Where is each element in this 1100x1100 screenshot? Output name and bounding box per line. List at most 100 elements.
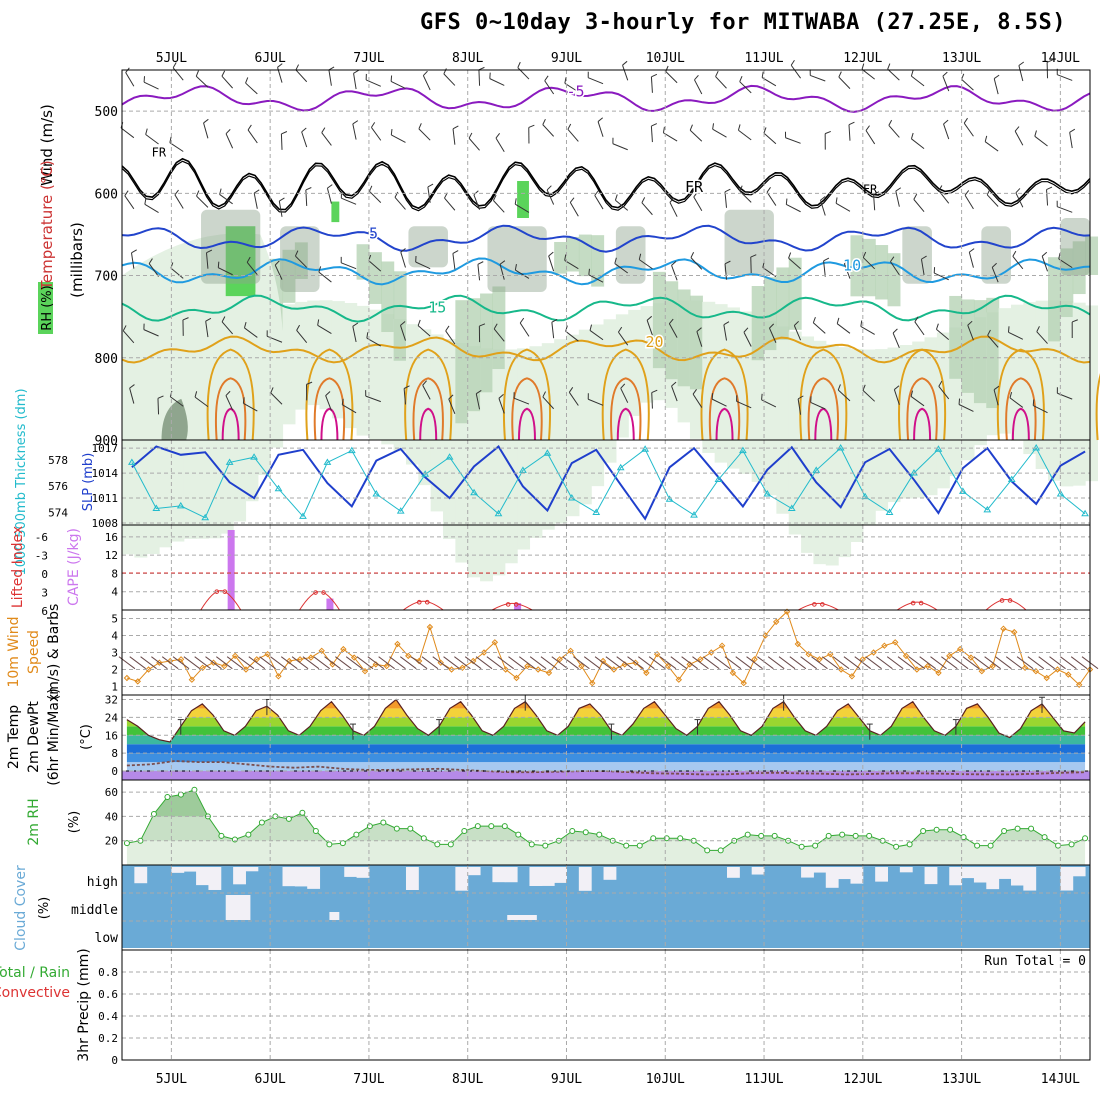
thickness-point (739, 446, 747, 454)
wind-barb (812, 316, 816, 323)
wind-barb (295, 255, 308, 268)
thickness-point (861, 492, 869, 500)
wind-barb (174, 189, 179, 196)
temp-band (126, 744, 1086, 754)
wind-barb (968, 252, 974, 268)
wind-barb (800, 656, 817, 670)
wind-barb (662, 126, 665, 133)
wind-barb (432, 656, 450, 670)
wind-barb (914, 316, 919, 323)
wind-barb (279, 197, 285, 202)
y-tick-label: 578 (48, 454, 68, 467)
temp-contour-loop (610, 377, 642, 441)
wind-barb (394, 197, 406, 210)
wind-barb (843, 656, 861, 670)
wind-barb (551, 319, 558, 323)
rh-band (838, 347, 852, 558)
wind-barb (529, 656, 547, 670)
wind-barb (565, 325, 568, 332)
thickness-point (396, 507, 405, 514)
wind-barb (243, 402, 258, 412)
wind-barb (245, 77, 249, 84)
temperature-axis-label: Temperature (°C) (38, 160, 56, 290)
cloud-level-label: middle (71, 903, 118, 918)
wind-barb (836, 317, 840, 324)
wind-barb (797, 395, 804, 400)
rh-point (515, 831, 522, 838)
wind-barb (1009, 397, 1024, 408)
rh-band (591, 324, 605, 487)
cloud-gap (949, 867, 963, 886)
wind-barb (544, 80, 555, 95)
wind-barb (1032, 399, 1035, 406)
wind-barb (448, 398, 456, 414)
wind-barb (528, 124, 535, 128)
rh-point (501, 823, 508, 830)
y-tick-label: 32 (105, 693, 118, 706)
wind-barb (294, 250, 299, 257)
wind-barb (973, 656, 991, 670)
wind-barb (427, 186, 431, 203)
wind-barb (225, 129, 231, 135)
cloud-gap (183, 867, 197, 872)
wind-speed-point (1075, 681, 1083, 689)
wind-barb (810, 401, 826, 410)
wind-barb (143, 329, 159, 337)
wind-barb (148, 263, 159, 277)
wind-barb (622, 65, 629, 81)
wind-barb (895, 187, 902, 192)
temp-contour-loop (700, 348, 749, 441)
wind-barb (766, 191, 777, 206)
lifted-index-point (424, 599, 430, 605)
cloud-gap (850, 867, 864, 884)
cloud-gap (875, 867, 889, 882)
contour-label: -5 (566, 83, 584, 101)
thickness-point (934, 445, 943, 452)
wind-barb (427, 183, 434, 188)
wind-speed-point (470, 657, 477, 665)
wind-barb (145, 128, 148, 135)
wind-barb (892, 328, 898, 334)
lifted-index-point (910, 600, 916, 606)
rh-dark-patch (487, 226, 547, 292)
rh-band (554, 339, 568, 524)
wind-barb (778, 656, 796, 670)
y-tick-label: -3 (35, 550, 48, 563)
rh-band (492, 286, 506, 370)
wind-barb (605, 656, 623, 670)
wind-barb (713, 656, 731, 670)
wind-barb (893, 389, 900, 405)
rh-point (636, 842, 643, 849)
rh2m-units-label: (%) (67, 811, 82, 834)
cloud-gap (504, 867, 518, 883)
y-tick-label: 500 (95, 105, 118, 120)
wind-barb (548, 255, 555, 272)
wind-speed-point (513, 674, 520, 682)
wind-barb (498, 398, 505, 414)
lifted-index-line (402, 600, 444, 611)
wind-speed-point (534, 666, 542, 673)
wind-barb (597, 121, 604, 137)
wind-barb (941, 656, 958, 670)
wind-speed-point (751, 656, 758, 663)
rh-point (1041, 834, 1048, 841)
rh-band (126, 789, 1086, 793)
wind-barb (182, 317, 189, 321)
wind-barb (761, 393, 763, 400)
wind-barb (612, 143, 628, 151)
thickness-point (494, 509, 503, 517)
wind10m-speed-label: Speed (26, 630, 42, 674)
thickness-point (1007, 475, 1016, 483)
wind-barb (651, 392, 653, 409)
wind-barb (400, 252, 406, 268)
rh-band (566, 334, 580, 517)
rh-point (218, 832, 225, 839)
wind-barb (935, 323, 939, 330)
wind-barb (1007, 326, 1010, 333)
wind-barb (1015, 192, 1024, 208)
temp-contour-15 (121, 294, 1091, 323)
wind-barb (464, 656, 482, 670)
wind-speed-point (783, 608, 791, 615)
y-tick-label: 0.4 (98, 1010, 118, 1023)
wind-barb (862, 390, 876, 402)
